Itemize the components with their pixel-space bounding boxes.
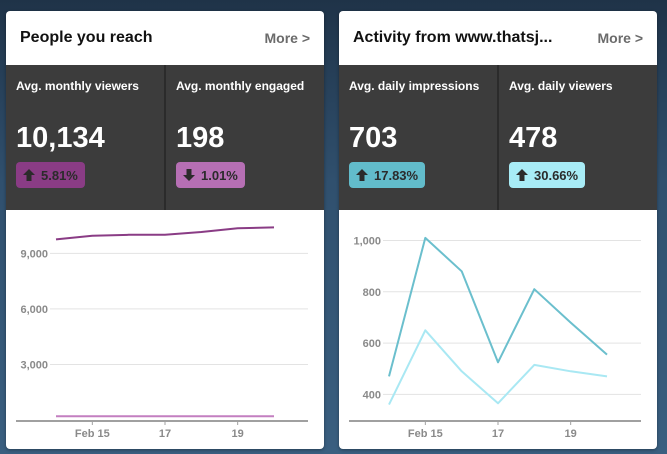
stats-panel: Avg. daily impressions 703 17.83% Avg. d… (339, 65, 657, 210)
stat-label: Avg. monthly viewers (16, 79, 139, 93)
y-tick-label: 400 (363, 389, 381, 401)
more-link[interactable]: More > (597, 30, 643, 46)
y-tick-label: 3,000 (20, 359, 48, 371)
change-value: 5.81% (41, 167, 78, 183)
card-header: Activity from www.thatsj... More > (339, 11, 657, 65)
change-badge: 1.01% (176, 162, 245, 188)
change-value: 1.01% (201, 167, 238, 183)
arrow-down-icon (183, 169, 195, 181)
stat-label: Avg. daily impressions (349, 79, 480, 93)
change-badge: 17.83% (349, 162, 426, 188)
card-header: People you reach More > (6, 11, 324, 65)
stat-value: 478 (509, 122, 558, 154)
reach-chart-svg: 3,000 6,000 9,000 Feb 15 17 19 (16, 226, 308, 440)
arrow-up-icon (356, 169, 368, 181)
stat-daily-impressions: Avg. daily impressions 703 17.83% (339, 65, 497, 210)
x-tick-label: Feb 15 (408, 428, 443, 440)
stat-daily-viewers: Avg. daily viewers 478 30.66% (497, 65, 657, 210)
stats-panel: Avg. monthly viewers 10,134 5.81% Avg. m… (6, 65, 324, 210)
x-tick-label: 19 (232, 428, 244, 440)
x-tick-label: 19 (565, 428, 577, 440)
y-tick-label: 9,000 (20, 248, 48, 260)
change-badge: 5.81% (16, 162, 85, 188)
reach-line-chart: 3,000 6,000 9,000 Feb 15 17 19 (6, 210, 324, 449)
more-link[interactable]: More > (264, 30, 310, 46)
series-line-1 (388, 236, 608, 377)
change-badge: 30.66% (509, 162, 586, 188)
stat-label: Avg. monthly engaged (176, 79, 305, 93)
card-title: People you reach (20, 29, 153, 46)
x-tick-label: Feb 15 (75, 428, 110, 440)
people-reach-card: People you reach More > Avg. monthly vie… (6, 11, 324, 449)
change-value: 17.83% (374, 167, 419, 183)
series-line-1 (55, 226, 275, 241)
activity-line-chart: 400 600 800 1,000 Feb 15 17 19 (339, 210, 657, 449)
y-tick-label: 1,000 (353, 236, 381, 248)
change-value: 30.66% (534, 167, 579, 183)
x-tick-label: 17 (159, 428, 171, 440)
activity-chart-svg: 400 600 800 1,000 Feb 15 17 19 (349, 236, 641, 440)
stat-monthly-engaged: Avg. monthly engaged 198 1.01% (164, 65, 324, 210)
y-tick-label: 600 (363, 338, 381, 350)
stat-label: Avg. daily viewers (509, 79, 613, 93)
y-tick-label: 800 (363, 287, 381, 299)
activity-card: Activity from www.thatsj... More > Avg. … (339, 11, 657, 449)
x-tick-label: 17 (492, 428, 504, 440)
arrow-up-icon (23, 169, 35, 181)
stat-value: 10,134 (16, 122, 105, 154)
stat-value: 198 (176, 122, 225, 154)
series-line-2 (388, 329, 608, 406)
stat-value: 703 (349, 122, 398, 154)
card-title: Activity from www.thatsj... (353, 29, 553, 46)
arrow-up-icon (516, 169, 528, 181)
y-tick-label: 6,000 (20, 304, 48, 316)
stat-monthly-viewers: Avg. monthly viewers 10,134 5.81% (6, 65, 164, 210)
